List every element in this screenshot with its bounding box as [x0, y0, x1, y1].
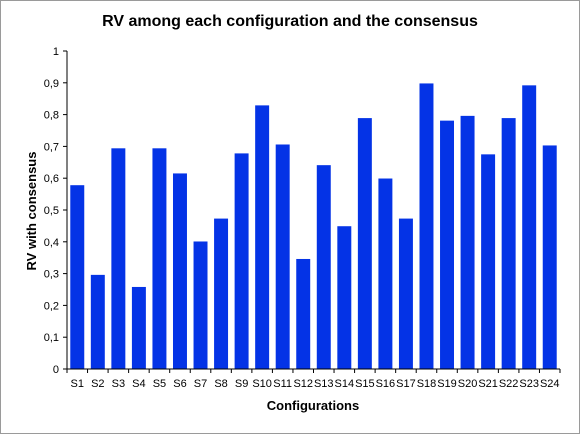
y-tick-label: 0,7: [44, 141, 59, 153]
x-tick-label: S6: [173, 378, 186, 390]
x-tick-label: S4: [132, 378, 145, 390]
x-tick-label: S18: [417, 378, 437, 390]
bar-S10: [255, 105, 270, 370]
x-tick-label: S22: [499, 378, 519, 390]
x-tick-label: S8: [214, 378, 227, 390]
bar-S23: [522, 85, 537, 370]
bar-S15: [357, 118, 372, 370]
bar-S11: [275, 144, 290, 369]
y-tick-label: 0: [53, 364, 59, 376]
x-tick-label: S10: [252, 378, 272, 390]
x-tick-label: S21: [478, 378, 498, 390]
bar-S4: [131, 286, 146, 369]
x-tick-label: S23: [519, 378, 539, 390]
x-tick-label: S5: [153, 378, 166, 390]
x-tick-label: S3: [112, 378, 125, 390]
x-tick-label: S20: [458, 378, 478, 390]
y-tick-label: 0,2: [44, 300, 59, 312]
x-tick-label: S2: [91, 378, 104, 390]
bar-S5: [152, 148, 167, 369]
bar-S3: [111, 148, 126, 369]
x-tick-label: S1: [71, 378, 84, 390]
x-tick-label: S12: [293, 378, 313, 390]
x-tick-label: S7: [194, 378, 207, 390]
y-tick-label: 0,5: [44, 205, 59, 217]
x-axis-label: Configurations: [267, 398, 359, 413]
bar-S6: [172, 173, 187, 369]
bar-S8: [214, 218, 229, 369]
x-tick-label: S11: [273, 378, 292, 390]
bar-S16: [378, 178, 393, 369]
bar-S7: [193, 241, 208, 369]
x-tick-label: S14: [335, 378, 355, 390]
bar-S13: [316, 165, 331, 369]
chart-title: RV among each configuration and the cons…: [102, 13, 478, 30]
bar-S18: [419, 83, 434, 369]
x-tick-label: S17: [396, 378, 416, 390]
y-tick-label: 0,3: [44, 269, 59, 281]
y-axis-label: RV with consensus: [24, 152, 39, 271]
bar-S9: [234, 153, 249, 369]
y-tick-label: 0,8: [44, 110, 59, 122]
bar-S1: [70, 185, 85, 369]
y-tick-label: 0,6: [44, 173, 59, 185]
x-tick-label: S15: [355, 378, 375, 390]
bar-S12: [296, 258, 311, 369]
bar-S14: [337, 226, 352, 369]
bar-S2: [90, 274, 105, 369]
bar-S22: [501, 118, 516, 370]
x-tick-label: S16: [376, 378, 396, 390]
bar-S20: [460, 115, 475, 369]
y-tick-label: 1: [53, 46, 59, 58]
bar-S19: [440, 120, 455, 369]
y-tick-label: 0,4: [44, 237, 59, 249]
bar-S17: [398, 218, 413, 369]
x-tick-label: S13: [314, 378, 334, 390]
bar-S21: [481, 154, 496, 369]
bar-S24: [542, 145, 557, 369]
x-tick-label: S24: [540, 378, 560, 390]
y-tick-label: 0,1: [44, 332, 59, 344]
y-tick-label: 0,9: [44, 78, 59, 90]
plot-area: 0 0,1 0,2 0,3 0,4 0,5 0,6 0,7 0,8 0,9 1 S1 S2 S3 S4 S5 S…: [44, 46, 561, 390]
x-tick-label: S19: [437, 378, 457, 390]
x-tick-label: S9: [235, 378, 248, 390]
